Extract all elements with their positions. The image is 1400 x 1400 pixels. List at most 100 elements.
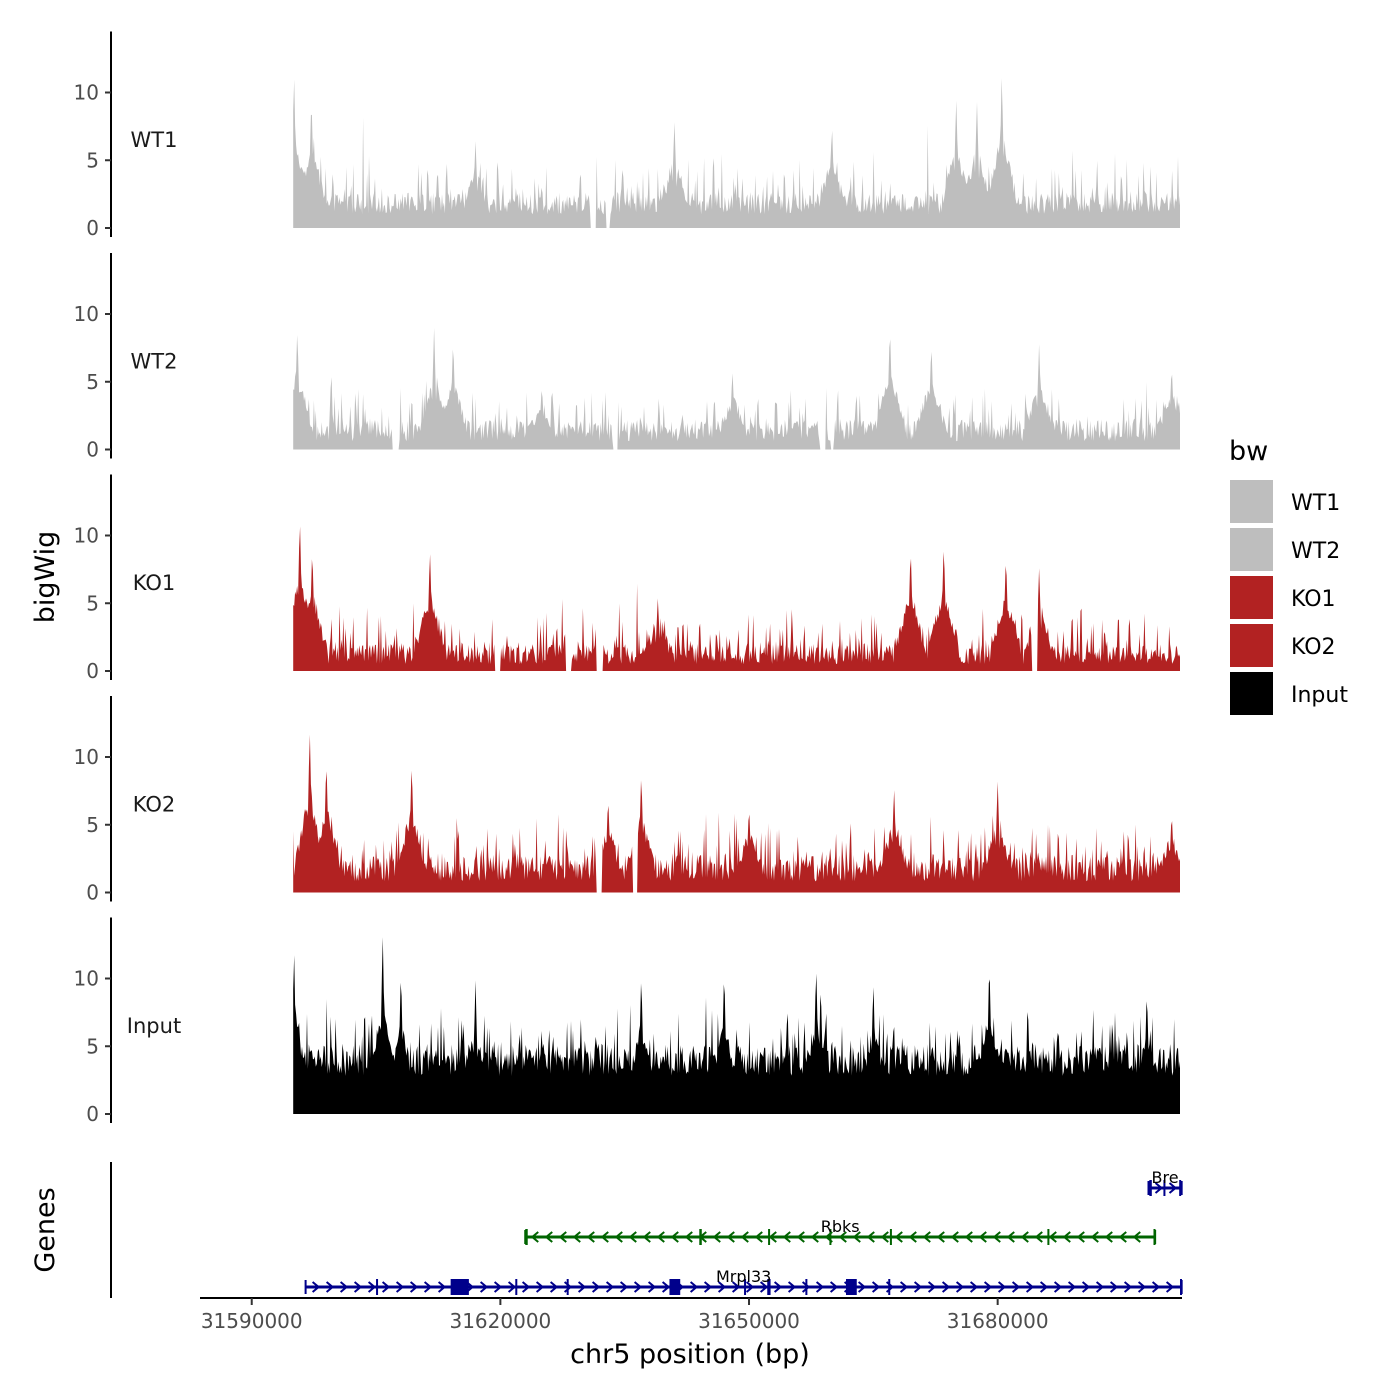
strand-arrow [927,1281,937,1293]
strand-arrow [1053,1281,1063,1293]
strand-arrow [908,1231,917,1243]
strand-arrow [773,1281,783,1293]
strand-arrow [768,1231,777,1243]
track-label-wt1: WT1 [131,128,178,152]
strand-arrow [964,1231,973,1243]
strand-arrow [950,1231,959,1243]
strand-arrow [992,1231,1001,1243]
strand-arrow [656,1231,665,1243]
strand-arrow [913,1281,923,1293]
legend-key-ko2 [1230,624,1273,667]
exon [1180,1279,1182,1295]
strand-arrow [726,1231,735,1243]
strand-arrow [759,1281,769,1293]
legend-key-input [1230,672,1273,715]
strand-arrow [1095,1281,1105,1293]
track-panel-input: 0 5 10 Input [74,917,1180,1126]
strand-arrow [661,1281,671,1293]
exon [829,1229,832,1245]
strand-arrow [1168,1182,1178,1194]
y-tick-label: 0 [86,1102,99,1126]
track-label-ko2: KO2 [133,792,176,816]
y-tick-label: 5 [86,813,99,837]
legend-key-wt1 [1230,480,1273,523]
strand-arrow [572,1231,581,1243]
y-tick-label: 0 [86,438,99,462]
strand-arrow [409,1281,419,1293]
exon [767,1279,771,1295]
exon [805,1279,808,1295]
strand-arrow [1104,1231,1113,1243]
track-panel-wt1: 0 5 10 WT1 [74,31,1180,240]
strand-arrow [535,1281,545,1293]
track-label-wt2: WT2 [131,349,178,373]
strand-arrow [880,1231,889,1243]
strand-arrow [1076,1231,1085,1243]
strand-arrow [1109,1281,1119,1293]
track-panels: 0 5 10 WT1 0 5 10 WT2 0 5 10 KO1 0 5 10 KO2 0 5 10 Input [74,31,1180,1126]
strand-arrow [740,1231,749,1243]
strand-arrow [586,1231,595,1243]
track-label-input: Input [127,1014,181,1038]
strand-arrow [1011,1281,1021,1293]
legend-key-wt2 [1230,528,1273,571]
strand-arrow [493,1281,503,1293]
gene-rbks: Rbks [524,1217,1157,1245]
legend-label-input: Input [1291,683,1348,708]
strand-arrow [712,1231,721,1243]
strand-arrow [1165,1281,1175,1293]
strand-arrow [325,1281,335,1293]
x-axis: 31590000 31620000 31650000 31680000 [200,1297,1182,1333]
strand-arrow [801,1281,811,1293]
strand-arrow [796,1231,805,1243]
strand-arrow [558,1231,567,1243]
strand-arrow [1067,1281,1077,1293]
strand-arrow [745,1281,755,1293]
track-panel-ko2: 0 5 10 KO2 [74,696,1180,905]
strand-arrow [530,1231,539,1243]
strand-arrow [1118,1231,1127,1243]
coverage-area-ko2 [293,734,1180,893]
track-panel-wt2: 0 5 10 WT2 [74,253,1180,462]
strand-arrow [367,1281,377,1293]
genes-axis-title: Genes [30,1187,61,1272]
strand-arrow [577,1281,587,1293]
strand-arrow [521,1281,531,1293]
y-tick-label: 0 [86,881,99,905]
strand-arrow [619,1281,629,1293]
x-tick-label: 31650000 [698,1309,800,1333]
gene-label-mrpl33: Mrpl33 [716,1267,771,1286]
y-tick-label: 10 [74,81,99,105]
strand-arrow [423,1281,433,1293]
strand-arrow [600,1231,609,1243]
legend-key-ko1 [1230,576,1273,619]
strand-arrow [353,1281,363,1293]
strand-arrow [437,1281,447,1293]
strand-arrow [941,1281,951,1293]
strand-arrow [684,1231,693,1243]
gene-track: Bre Rbks Mrpl33 [110,1162,1183,1298]
strand-arrow [1025,1281,1035,1293]
strand-arrow [479,1281,489,1293]
exon [515,1279,518,1295]
exon [699,1229,702,1245]
track-label-ko1: KO1 [133,571,176,595]
strand-arrow [997,1281,1007,1293]
y-tick-label: 10 [74,524,99,548]
strand-arrow [936,1231,945,1243]
strand-arrow [703,1281,713,1293]
strand-arrow [628,1231,637,1243]
coverage-area-wt2 [293,327,1180,450]
gene-bre: Bre [1147,1168,1183,1196]
y-axis-title: bigWig [30,531,61,624]
y-tick-label: 0 [86,659,99,683]
gene-label-rbks: Rbks [821,1217,860,1236]
strand-arrow [899,1281,909,1293]
strand-arrow [1020,1231,1029,1243]
strand-arrow [838,1231,847,1243]
strand-arrow [1081,1281,1091,1293]
strand-arrow [969,1281,979,1293]
strand-arrow [605,1281,615,1293]
exon [845,1279,857,1295]
strand-arrow [1123,1281,1133,1293]
